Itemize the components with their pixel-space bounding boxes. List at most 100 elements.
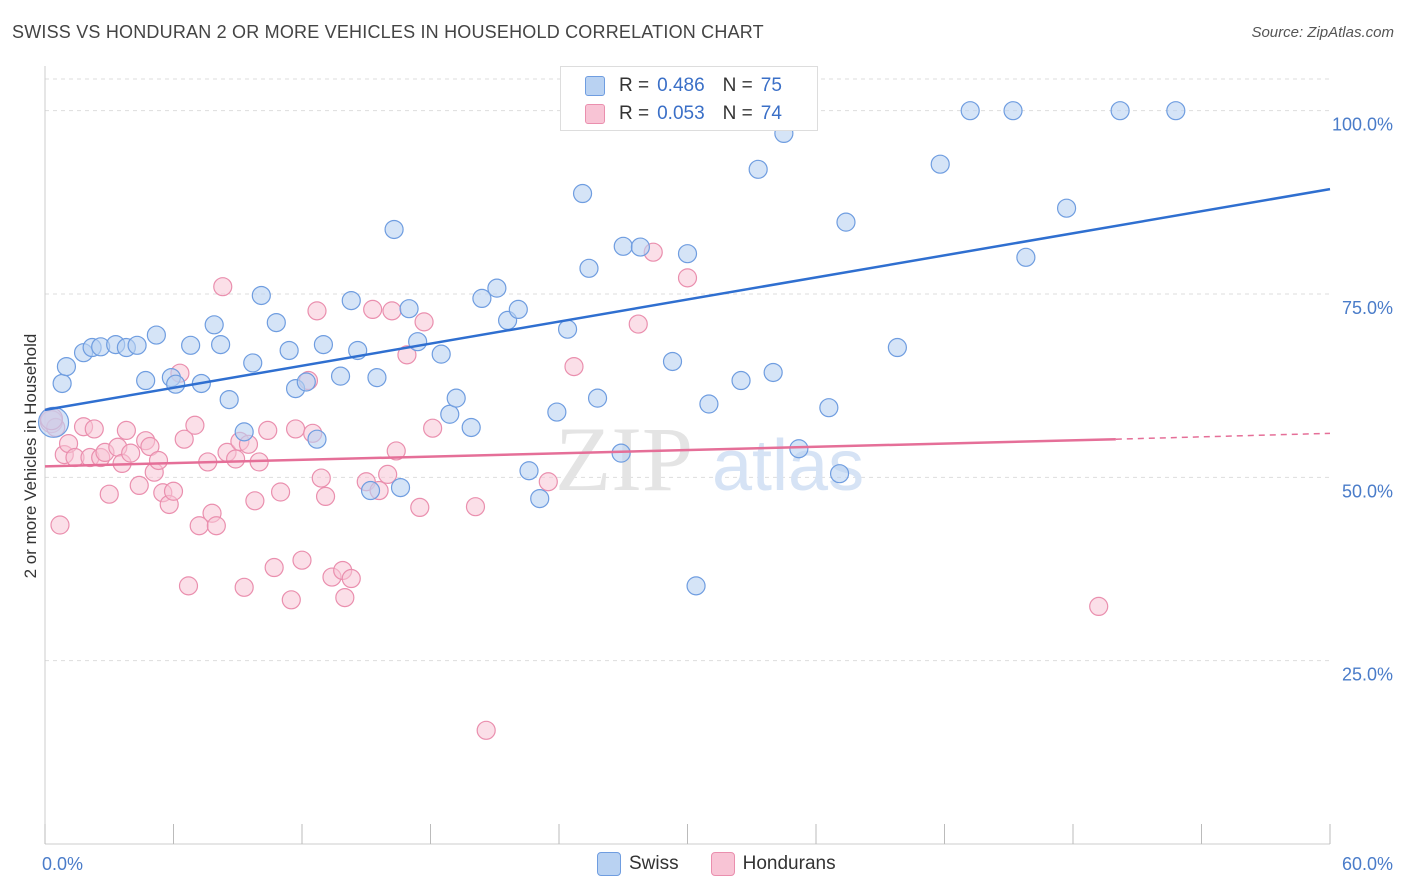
hondurans-point: [285, 419, 306, 439]
hondurans-point: [245, 491, 265, 511]
swiss-point: [557, 319, 578, 339]
hondurans-point: [281, 590, 301, 610]
hondurans-point: [258, 420, 278, 440]
swiss-point: [763, 362, 783, 383]
swiss-point: [731, 370, 751, 391]
legend-r-label: R =: [619, 75, 650, 96]
hondurans-point: [99, 484, 119, 504]
hondurans-legend-label: Hondurans: [742, 853, 836, 874]
hondurans-point: [476, 720, 496, 740]
swiss-point: [1016, 247, 1036, 267]
hondurans-point: [292, 550, 312, 570]
hondurans-point: [116, 420, 136, 440]
swiss-point: [819, 398, 839, 418]
legend-n-label: N =: [722, 103, 753, 124]
swiss-legend-label: Swiss: [629, 853, 679, 874]
hondurans-point: [213, 277, 233, 297]
swiss-point: [440, 404, 460, 424]
swiss-point: [330, 366, 351, 386]
bottom-legend: Swiss Hondurans: [597, 852, 836, 876]
hondurans-point: [270, 482, 291, 502]
swiss-point: [37, 406, 70, 438]
y-tick-label: 75.0%: [1342, 298, 1393, 318]
hondurans-point: [50, 515, 70, 535]
swiss-point: [181, 335, 201, 355]
swiss-point: [662, 351, 683, 372]
hondurans-point: [148, 450, 169, 471]
watermark: ZIP atlas: [555, 408, 864, 510]
hondurans-point: [378, 464, 398, 484]
y-axis-label: 2 or more Vehicles in Household: [21, 334, 40, 579]
hondurans-point: [465, 497, 486, 517]
legend-row-hondurans: R = 0.053 N = 74: [585, 101, 782, 127]
hondurans-point: [226, 449, 246, 469]
hondurans-point: [84, 419, 104, 439]
swiss-point: [251, 285, 271, 306]
legend-r-value: 0.053: [657, 103, 705, 124]
swiss-point: [234, 422, 254, 442]
swiss-point: [1056, 198, 1077, 218]
hondurans-point: [1089, 596, 1109, 617]
swiss-point: [572, 183, 593, 204]
swiss-point: [136, 370, 156, 391]
swiss-point: [472, 288, 492, 308]
swiss-swatch: [585, 76, 605, 96]
trend-lines: [44, 187, 1331, 468]
swiss-point: [399, 299, 419, 319]
hondurans-point: [335, 587, 355, 608]
swiss-point: [930, 154, 950, 174]
hondurans-trend-extension: [1115, 432, 1331, 440]
swiss-point: [699, 394, 719, 414]
hondurans-point: [174, 429, 194, 449]
swiss-point: [243, 353, 263, 373]
hondurans-point: [677, 268, 698, 288]
swiss-point: [341, 291, 361, 311]
hondurans-point: [121, 443, 141, 463]
swiss-point: [211, 335, 231, 355]
hondurans-point: [538, 472, 558, 492]
y-tick-label: 100.0%: [1332, 115, 1393, 135]
swiss-points: [37, 100, 1186, 596]
hondurans-point: [414, 312, 434, 332]
swiss-point: [1003, 101, 1023, 121]
y-tick-label: 25.0%: [1342, 665, 1393, 685]
hondurans-point: [397, 345, 417, 365]
chart-title: SWISS VS HONDURAN 2 OR MORE VEHICLES IN …: [12, 22, 764, 42]
legend-box: R = 0.486 N = 75 R = 0.053 N = 74: [560, 66, 818, 131]
legend-r-label: R =: [619, 103, 650, 124]
legend-n-value: 75: [760, 75, 782, 96]
hondurans-point: [341, 568, 361, 589]
swiss-point: [508, 299, 528, 319]
swiss-point: [384, 219, 404, 240]
hondurans-point: [234, 577, 254, 597]
y-tick-label: 50.0%: [1342, 481, 1393, 501]
hondurans-point: [363, 299, 383, 319]
swiss-point: [547, 402, 567, 422]
hondurans-point: [129, 475, 149, 495]
legend-n-value: 74: [760, 103, 782, 124]
swiss-point: [630, 237, 650, 257]
swiss-point: [677, 244, 698, 264]
swiss-point: [748, 159, 768, 179]
swiss-point: [836, 212, 856, 232]
legend-row-swiss: R = 0.486 N = 75: [585, 73, 782, 99]
hondurans-point: [311, 468, 331, 488]
hondurans-point: [386, 441, 406, 461]
swiss-point: [52, 373, 72, 394]
swiss-point: [829, 464, 850, 484]
x-tick-label: 60.0%: [1342, 854, 1393, 874]
swiss-point: [1110, 101, 1130, 121]
hondurans-point: [410, 497, 430, 517]
swiss-trend-line: [44, 187, 1331, 412]
gridlines: [45, 78, 1330, 662]
swiss-point: [1166, 101, 1186, 121]
hondurans-point: [163, 481, 184, 501]
swiss-point: [279, 340, 299, 361]
tick-labels: 25.0% 50.0% 75.0% 100.0% 0.0% 60.0%: [42, 115, 1393, 874]
swiss-point: [789, 439, 809, 459]
swiss-point: [487, 278, 507, 298]
swiss-point: [146, 325, 166, 345]
legend-n-label: N =: [722, 75, 753, 96]
swiss-point: [56, 357, 77, 377]
